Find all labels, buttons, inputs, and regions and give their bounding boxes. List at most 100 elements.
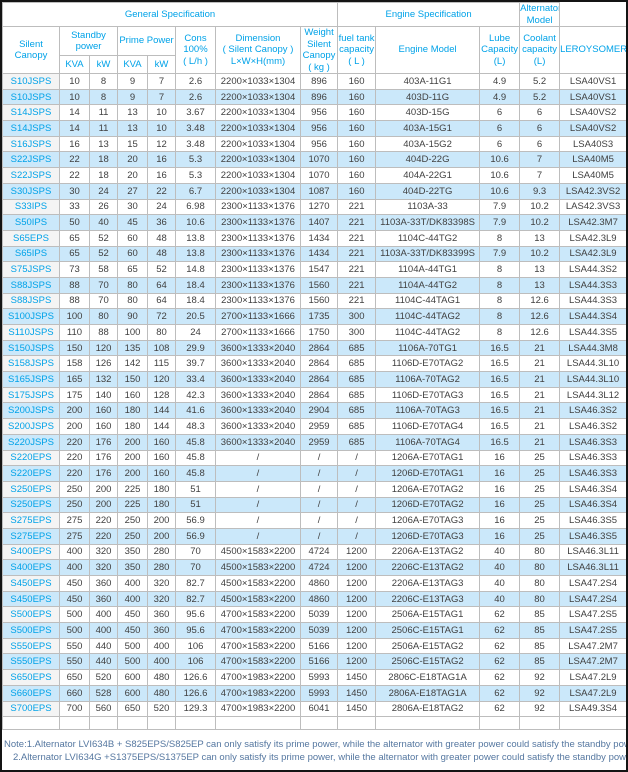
cell-dimension: 2700×1133×1666 [215,308,301,325]
cell-model[interactable]: S158JSPS [2,355,60,373]
cell-lube: 40 [479,575,521,592]
cell-model[interactable]: S65IPS [2,245,60,263]
cell-coolant: 13 [519,229,561,247]
cell-model[interactable]: S400EPS [2,543,60,561]
cell-engine: 1106D-E70TAG3 [375,386,481,404]
cell-standby_kva: 700 [59,700,90,718]
cell-fuel: / [337,465,377,482]
col-header-prime-kva: KVA [117,55,148,74]
table-row: S650EPS 650 520 600 480 126.6 4700×1983×2200 59… [2,669,626,686]
cell-weight: / [299,480,339,498]
cell-model[interactable]: S660EPS [2,684,60,702]
cell-empty [175,716,216,731]
cell-model[interactable]: S22JSPS [2,167,60,184]
cell-fuel: / [337,512,377,529]
cell-model[interactable]: S165JSPS [2,371,60,388]
cell-dimension: 3600×1333×2040 [215,371,301,388]
cell-coolant: 25 [519,449,561,467]
cell-model[interactable]: S110JSPS [2,324,60,341]
cell-cons: 3.48 [175,120,216,137]
cell-prime_kva: 450 [117,622,148,639]
cell-model[interactable]: S220EPS [2,465,60,482]
cell-fuel: 160 [337,120,377,137]
cell-model[interactable]: S250EPS [2,480,60,498]
cell-model[interactable]: S150JSPS [2,339,60,357]
cell-model[interactable]: S16JSPS [2,135,60,153]
cell-prime_kva: 225 [117,480,148,498]
cell-model[interactable]: S400EPS [2,559,60,576]
cell-model[interactable]: S550EPS [2,653,60,671]
cell-cons: 29.9 [175,339,216,357]
cell-model[interactable]: S100JSPS [2,308,60,325]
cell-coolant: 21 [519,371,561,388]
cell-cons: 48.3 [175,418,216,435]
cell-prime_kw: 200 [147,512,176,529]
cell-model[interactable]: S220EPS [2,449,60,467]
cell-dimension: 2700×1133×1666 [215,324,301,341]
cell-model[interactable]: S450EPS [2,590,60,608]
cell-model[interactable]: S200JSPS [2,418,60,435]
cell-prime_kva: 180 [117,418,148,435]
cell-model[interactable]: S450EPS [2,575,60,592]
cell-standby_kva: 275 [59,527,90,545]
cell-dimension: 2300×1133×1376 [215,261,301,278]
cell-model[interactable]: S500EPS [2,606,60,624]
cell-coolant: 92 [519,700,561,718]
cell-fuel: 160 [337,73,377,90]
cell-model[interactable]: S14JSPS [2,104,60,122]
cell-model[interactable]: S10JSPS [2,73,60,90]
cell-empty [559,716,626,731]
cell-model[interactable]: S550EPS [2,637,60,655]
cell-engine: 1104A-44TG2 [375,276,481,294]
empty-row [2,716,626,731]
cell-model[interactable]: S275EPS [2,512,60,529]
cell-cons: 126.6 [175,669,216,686]
cell-engine: 2806A-E18TAG2 [375,700,481,718]
cell-alternator: LSA40VS1 [559,73,626,90]
cell-prime_kw: 64 [147,276,176,294]
cell-standby_kw: 8 [89,73,118,90]
cell-model[interactable]: S275EPS [2,527,60,545]
cell-standby_kw: 176 [89,465,118,482]
cell-model[interactable]: S200JSPS [2,402,60,420]
cell-model[interactable]: S30JSPS [2,182,60,200]
cell-standby_kva: 250 [59,496,90,514]
cell-engine: 1206D-E70TAG2 [375,496,481,514]
cell-prime_kva: 350 [117,559,148,576]
cell-empty [147,716,176,731]
cell-lube: 4.9 [479,73,521,90]
cell-model[interactable]: S88JSPS [2,292,60,310]
cell-model[interactable]: S50IPS [2,214,60,231]
cell-standby_kva: 660 [59,684,90,702]
cell-model[interactable]: S33IPS [2,198,60,216]
col-header-standby-kva: KVA [59,55,90,74]
cell-prime_kw: 160 [147,433,176,451]
cell-model[interactable]: S75JSPS [2,261,60,278]
cell-model[interactable]: S65EPS [2,229,60,247]
cell-model[interactable]: S500EPS [2,622,60,639]
table-row: S450EPS 450 360 400 320 82.7 4500×1583×2200 486… [2,575,626,592]
cell-engine: 1206D-E70TAG1 [375,465,481,482]
cell-standby_kva: 16 [59,135,90,153]
cell-model[interactable]: S14JSPS [2,120,60,137]
cell-weight: 896 [299,88,339,106]
cell-coolant: 12.6 [519,308,561,325]
cell-model[interactable]: S220JSPS [2,433,60,451]
cell-standby_kva: 10 [59,73,90,90]
cell-model[interactable]: S88JSPS [2,276,60,294]
cell-dimension: 2200×1033×1304 [215,167,301,184]
cell-standby_kva: 275 [59,512,90,529]
cell-engine: 1104C-44TAG2 [375,308,481,325]
cell-model[interactable]: S250EPS [2,496,60,514]
cell-model[interactable]: S175JSPS [2,386,60,404]
cell-model[interactable]: S650EPS [2,669,60,686]
cell-fuel: 685 [337,418,377,435]
cell-weight: 1270 [299,198,339,216]
cell-model[interactable]: S10JSPS [2,88,60,106]
cell-standby_kva: 22 [59,151,90,169]
cell-coolant: 5.2 [519,88,561,106]
cell-model[interactable]: S22JSPS [2,151,60,169]
cell-prime_kw: 16 [147,167,176,184]
cell-model[interactable]: S700EPS [2,700,60,718]
